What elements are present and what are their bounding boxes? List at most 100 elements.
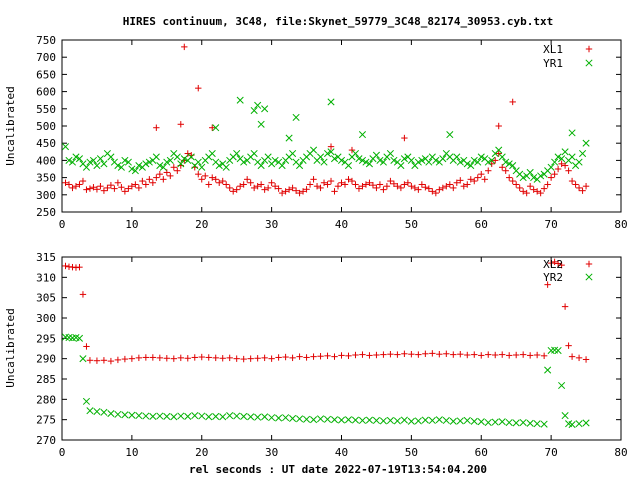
bottom-yr2-point [296,415,304,423]
top-yr1-point [407,156,415,164]
top-xl1-point [575,184,583,192]
top-yr1-point [386,149,394,158]
top-xl1-point [568,177,576,185]
top-yr1-point [208,149,216,158]
top-ytick-label: 300 [36,189,56,202]
top-xl1-point [163,169,171,176]
top-yr1-point [582,139,590,147]
top-yr1-point [93,162,101,170]
top-xl1-point [429,188,436,195]
top-xl1-point [355,185,363,192]
top-xl1-point [415,186,422,193]
top-yr1-point [365,160,374,168]
top-legend-marks [585,45,593,67]
top-xl1-point [69,184,76,192]
top-xl1-point [558,160,565,168]
top-xtick-label: 20 [195,218,208,231]
top-xl1-point [422,184,429,191]
top-xtick-label: 70 [545,218,558,231]
top-xl1-point [170,164,177,171]
bottom-xtick-label: 40 [335,446,348,459]
top-yr1-point [121,156,129,164]
bottom-yr2-point [205,413,213,421]
top-yr1-point [173,153,181,161]
bottom-yr2-point [449,417,457,425]
top-xl1-point [467,176,474,183]
top-yr1-point [131,167,139,175]
top-xl1-point [209,124,216,131]
top-xl1-point [547,174,555,181]
top-yr1-point [530,174,538,182]
top-xl1-point [79,177,87,185]
top-yr1-point [320,158,328,166]
top-xl1-point [317,184,324,192]
top-xl1-point [313,183,321,190]
top-xl1-point [397,184,405,192]
bottom-yr2-point [540,420,548,428]
top-xl1-point [76,181,83,188]
bottom-xl2-point [387,350,394,358]
bottom-yr2-point [282,414,290,422]
bottom-xl2-point [233,355,240,362]
bottom-yr2-point [558,381,566,390]
top-xl1-point [149,179,157,186]
top-yr1-point [215,162,223,170]
top-xl1-point [177,121,184,128]
top-xl1-point [271,183,279,190]
top-xl1-point [457,177,464,184]
bottom-xl2-point [275,354,282,361]
top-yr1-point [166,156,174,164]
bottom-xl2-point [464,351,471,359]
top-yr1-point [240,158,248,166]
bottom-xl2-point [114,356,122,364]
bottom-yr2-point [303,415,311,423]
top-xl1-point [352,181,359,188]
top-yr1-point [470,156,478,164]
top-xl1-point [247,179,254,186]
bottom-xl2-point [582,356,590,363]
top-yr1-point [316,153,325,161]
top-xl1-point [345,176,352,183]
top-xl1-point [533,188,541,195]
top-yr1-point [561,148,569,156]
top-yr1-point [107,153,115,161]
bottom-yr2-point [114,410,122,418]
bottom-yr2-point [330,416,339,424]
bottom-xl2-point [540,352,548,360]
top-yr1-point [337,156,346,164]
bottom-xtick-label: 20 [195,446,208,459]
top-yr1-point [142,160,150,168]
top-ytick-label: 650 [36,68,56,81]
top-xl1-point [128,183,136,190]
bottom-ytick-label: 310 [36,271,56,284]
top-xl1-point [153,124,160,131]
top-xl1-point [125,185,132,192]
top-xl1-point [509,98,516,106]
bottom-yr2-point [463,416,471,425]
top-yr1-point [264,153,272,161]
top-yr1-point [509,162,517,170]
bottom-xl2-point [76,263,83,271]
top-xl1-point [401,181,408,188]
top-xtick-label: 60 [475,218,488,231]
top-xl1-point [223,181,230,188]
top-yr1-point [390,156,398,164]
top-xl1-point [572,181,579,188]
bottom-ytick-label: 285 [36,373,56,386]
top-yr1-point [261,105,269,113]
top-ytick-label: 500 [36,120,56,133]
bottom-xl2-point [240,355,247,363]
bottom-yr2-point [233,412,241,420]
bottom-xl2-point [519,351,527,358]
top-yr1-point [456,158,464,166]
bottom-xl2-point [443,350,450,357]
bottom-yr2-point [554,346,562,355]
bottom-yr2-point [163,412,171,420]
bottom-xl2-point [79,291,87,298]
bottom-xl2-point [436,350,443,358]
bottom-xl2-point [191,354,198,361]
top-xl1-point [502,167,509,174]
top-yr1-point [271,156,279,164]
top-xl1-point [485,167,492,174]
top-yr1-point [498,153,506,161]
